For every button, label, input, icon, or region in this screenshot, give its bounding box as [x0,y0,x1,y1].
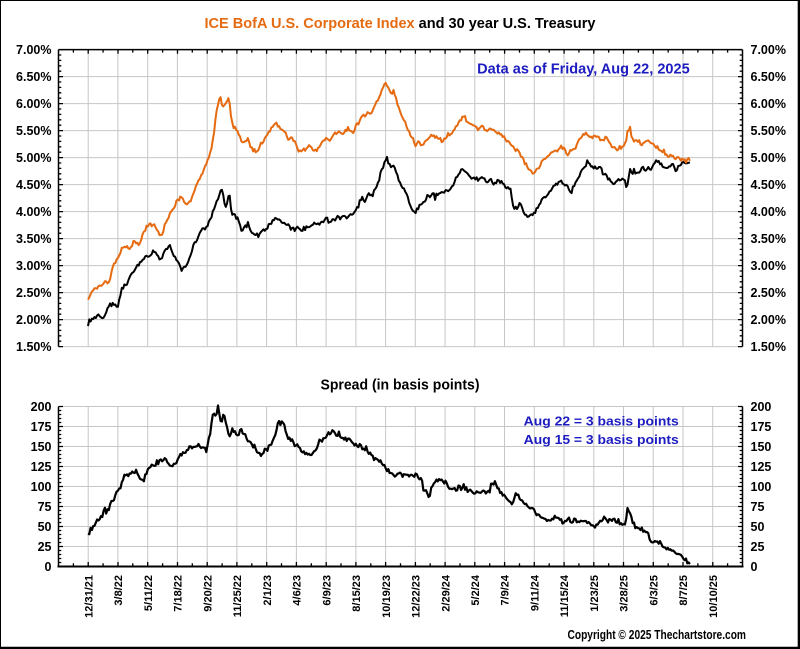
svg-text:12/31/21: 12/31/21 [83,575,95,618]
svg-text:150: 150 [31,440,52,454]
svg-text:Spread (in basis points): Spread (in basis points) [321,377,480,393]
svg-text:125: 125 [31,460,52,474]
svg-text:100: 100 [751,480,772,494]
svg-text:6.50%: 6.50% [751,70,786,84]
svg-text:7/9/24: 7/9/24 [500,574,512,605]
svg-text:ICE BofA U.S. Corporate Index: ICE BofA U.S. Corporate Index and 30 yea… [205,16,596,32]
svg-text:150: 150 [751,440,772,454]
svg-text:5.50%: 5.50% [751,124,786,138]
svg-text:Data as of Friday, Aug 22, 202: Data as of Friday, Aug 22, 2025 [477,62,690,78]
svg-text:1.50%: 1.50% [16,340,51,354]
svg-text:25: 25 [38,540,52,554]
svg-text:2/1/23: 2/1/23 [262,575,274,606]
svg-text:12/22/23: 12/22/23 [411,575,423,618]
svg-text:3.00%: 3.00% [16,259,51,273]
svg-text:100: 100 [31,480,52,494]
svg-text:5/11/22: 5/11/22 [143,575,155,611]
svg-text:0: 0 [45,560,52,574]
svg-text:5.50%: 5.50% [16,124,51,138]
svg-text:4.00%: 4.00% [751,205,786,219]
svg-text:50: 50 [38,520,52,534]
svg-text:3.50%: 3.50% [16,232,51,246]
svg-text:2.50%: 2.50% [16,286,51,300]
svg-text:9/11/24: 9/11/24 [530,574,542,611]
svg-text:2.50%: 2.50% [751,286,786,300]
svg-text:200: 200 [751,400,772,414]
svg-text:2.00%: 2.00% [751,313,786,327]
svg-text:75: 75 [38,500,52,514]
svg-text:2/29/24: 2/29/24 [440,574,452,612]
svg-text:5.00%: 5.00% [751,151,786,165]
svg-text:7.00%: 7.00% [16,43,51,57]
svg-text:1/23/25: 1/23/25 [589,575,601,612]
svg-text:2.00%: 2.00% [16,313,51,327]
svg-text:7/18/22: 7/18/22 [173,575,185,612]
svg-text:175: 175 [31,420,52,434]
svg-text:3.00%: 3.00% [751,259,786,273]
svg-text:25: 25 [751,540,765,554]
svg-text:50: 50 [751,520,765,534]
svg-text:9/20/22: 9/20/22 [202,575,214,612]
svg-text:4.50%: 4.50% [751,178,786,192]
svg-text:7.00%: 7.00% [751,43,786,57]
svg-text:6.50%: 6.50% [16,70,51,84]
svg-text:6.00%: 6.00% [16,97,51,111]
svg-text:75: 75 [751,500,765,514]
svg-text:4/6/23: 4/6/23 [292,575,304,606]
svg-text:1.50%: 1.50% [751,340,786,354]
svg-text:4.50%: 4.50% [16,178,51,192]
svg-text:5/2/24: 5/2/24 [470,574,482,605]
svg-text:10/10/25: 10/10/25 [708,575,720,618]
svg-text:6.00%: 6.00% [751,97,786,111]
svg-text:6/3/25: 6/3/25 [648,575,660,606]
svg-text:Aug 15 = 3 basis points: Aug 15 = 3 basis points [524,432,679,447]
svg-text:3/8/22: 3/8/22 [113,575,125,606]
svg-text:8/7/25: 8/7/25 [678,575,690,606]
svg-text:Copyright © 2025 Thechartstore: Copyright © 2025 Thechartstore.com [568,628,747,642]
svg-text:3.50%: 3.50% [751,232,786,246]
svg-text:4.00%: 4.00% [16,205,51,219]
svg-text:3/28/25: 3/28/25 [619,575,631,612]
svg-text:125: 125 [751,460,772,474]
svg-text:Aug 22 = 3 basis points: Aug 22 = 3 basis points [524,413,679,428]
svg-text:200: 200 [31,400,52,414]
svg-text:11/25/22: 11/25/22 [232,575,244,617]
svg-text:8/15/23: 8/15/23 [351,575,363,612]
svg-text:6/9/23: 6/9/23 [321,575,333,606]
svg-text:5.00%: 5.00% [16,151,51,165]
svg-text:175: 175 [751,420,772,434]
svg-text:0: 0 [751,560,758,574]
svg-text:11/15/24: 11/15/24 [559,574,571,617]
svg-text:10/19/23: 10/19/23 [381,575,393,618]
